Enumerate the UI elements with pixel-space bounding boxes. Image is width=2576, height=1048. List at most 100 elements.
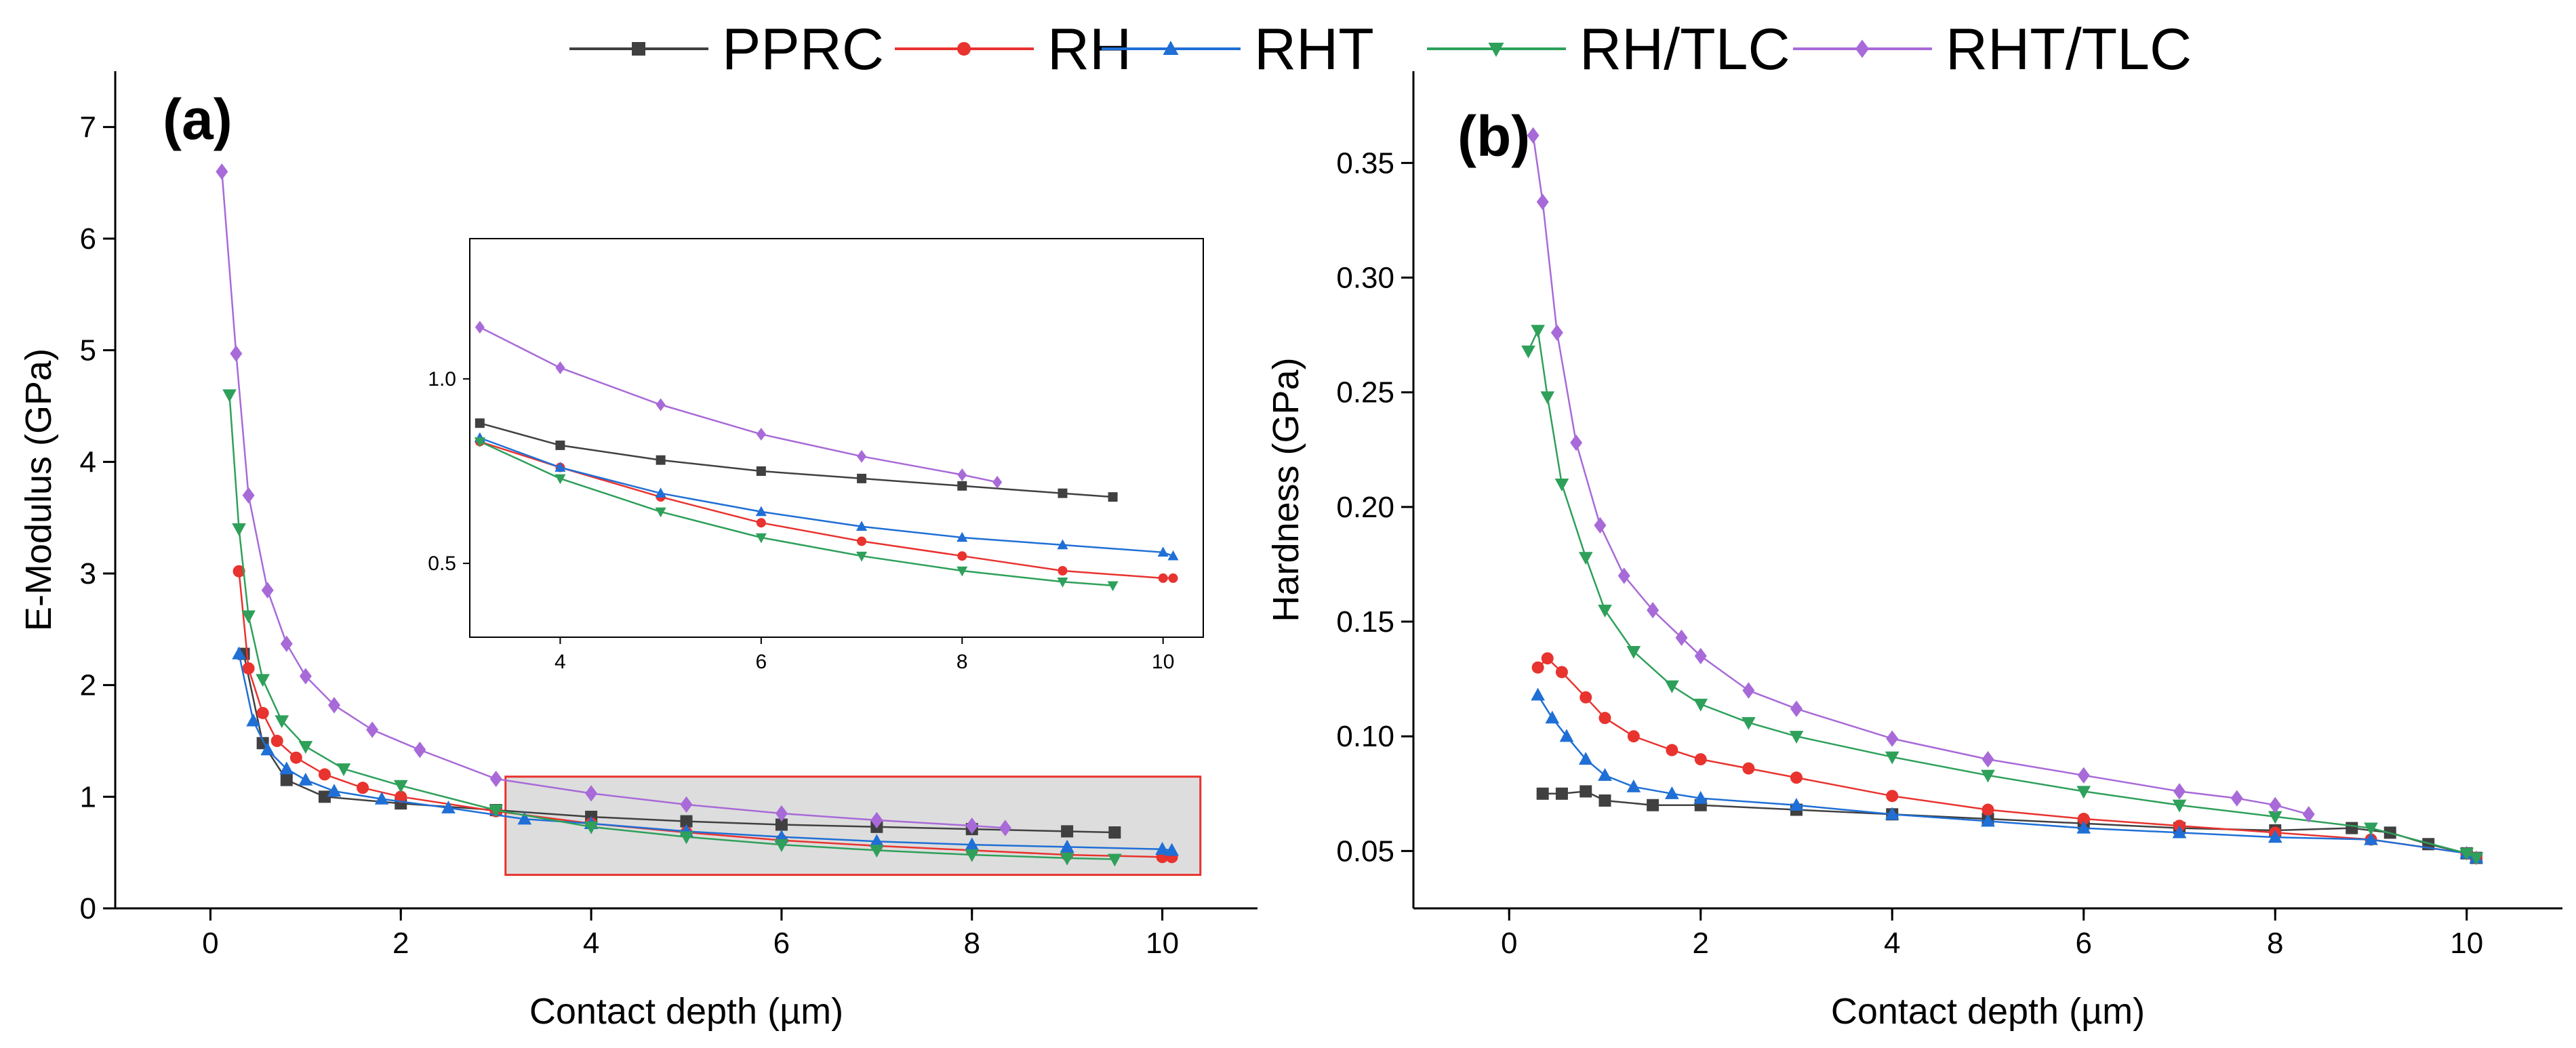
data-point [1617, 567, 1630, 584]
data-point [1108, 826, 1121, 839]
data-point [1598, 605, 1612, 618]
data-point [1579, 785, 1592, 798]
data-point [857, 536, 867, 546]
legend-marker [1163, 41, 1179, 55]
x-tick-label: 0 [1501, 927, 1517, 960]
data-point [298, 772, 313, 786]
data-point [1167, 550, 1179, 561]
data-point [299, 668, 312, 685]
data-point [318, 768, 331, 781]
data-point [2346, 822, 2358, 834]
data-point [1057, 578, 1068, 588]
y-tick-label: 1 [80, 780, 96, 813]
data-point [656, 455, 666, 465]
data-point [1981, 803, 1994, 816]
data-point [756, 428, 766, 441]
legend-label: RH/TLC [1579, 17, 1790, 82]
data-point [1545, 710, 1560, 724]
data-point [327, 784, 342, 797]
data-point [1594, 517, 1607, 534]
data-point [1598, 712, 1611, 725]
data-point [261, 582, 274, 599]
data-point [1790, 771, 1803, 784]
data-point [2172, 825, 2187, 839]
y-tick-label: 0.5 [428, 552, 456, 575]
data-point [1531, 661, 1544, 674]
data-point [1060, 839, 1074, 853]
data-point [1742, 682, 1755, 699]
y-tick-label: 6 [80, 222, 96, 256]
series-rh-tlc [474, 437, 1119, 592]
data-point [655, 487, 666, 498]
y-tick-label: 1.0 [428, 368, 456, 390]
series-rht [232, 646, 1179, 856]
y-tick-label: 3 [80, 557, 96, 590]
data-point [275, 715, 289, 729]
x-tick-label: 10 [1146, 927, 1179, 960]
data-point [856, 521, 868, 531]
legend-marker [957, 42, 971, 56]
series-line [1532, 135, 2310, 815]
x-tick-label: 8 [2267, 927, 2283, 960]
data-point [555, 361, 565, 375]
legend-marker [1488, 43, 1504, 57]
data-point [965, 817, 978, 834]
data-point [1158, 573, 1168, 583]
x-tick-label: 4 [583, 927, 599, 960]
legend-marker [1855, 39, 1869, 58]
y-tick-label: 5 [80, 334, 96, 367]
data-point [246, 713, 260, 727]
data-point [1789, 731, 1804, 744]
x-axis-title: Contact depth (µm) [1831, 991, 2145, 1032]
data-point [256, 674, 270, 687]
data-point [366, 721, 379, 738]
data-point [1647, 799, 1659, 811]
data-point [857, 473, 867, 483]
series-line [1527, 327, 2477, 859]
data-point [441, 801, 456, 813]
data-point [1165, 843, 1179, 856]
data-point [1694, 753, 1707, 766]
data-point [870, 811, 883, 829]
data-point [775, 818, 788, 831]
data-point [1108, 853, 1122, 867]
data-point [1107, 581, 1119, 592]
data-point [555, 440, 565, 450]
data-point [374, 791, 389, 805]
data-point [517, 811, 532, 825]
data-point [2364, 822, 2378, 836]
data-point [1531, 687, 1545, 701]
data-point [327, 697, 340, 714]
data-point [957, 566, 968, 577]
x-tick-label: 2 [1693, 927, 1709, 960]
y-tick-label: 0.25 [1336, 376, 1394, 409]
data-point [2076, 820, 2091, 834]
legend-marker [632, 42, 645, 56]
y-tick-label: 0.35 [1336, 146, 1394, 180]
data-point [475, 321, 485, 334]
data-point [256, 706, 269, 719]
data-point [1578, 752, 1593, 765]
legend-item-rh: RH [895, 17, 1131, 82]
legend-label: RHT/TLC [1946, 17, 2192, 82]
data-point [957, 551, 967, 561]
data-point [2469, 852, 2484, 866]
data-point [222, 389, 237, 403]
panel-label: (a) [163, 87, 233, 151]
data-point [1886, 790, 1899, 803]
data-point [1555, 787, 1568, 800]
legend-item-rh-tlc: RH/TLC [1427, 17, 1790, 82]
data-point [1540, 391, 1555, 405]
data-point [1531, 325, 1545, 338]
y-tick-label: 0.10 [1336, 720, 1394, 753]
data-point [1058, 488, 1068, 498]
data-point [1742, 762, 1755, 775]
data-point [1541, 652, 1554, 665]
data-point [336, 763, 351, 776]
data-point [869, 845, 884, 858]
data-point [957, 468, 967, 481]
series-line [228, 395, 1115, 860]
data-point [584, 821, 599, 834]
series-line [221, 172, 1005, 829]
data-point [230, 345, 243, 362]
